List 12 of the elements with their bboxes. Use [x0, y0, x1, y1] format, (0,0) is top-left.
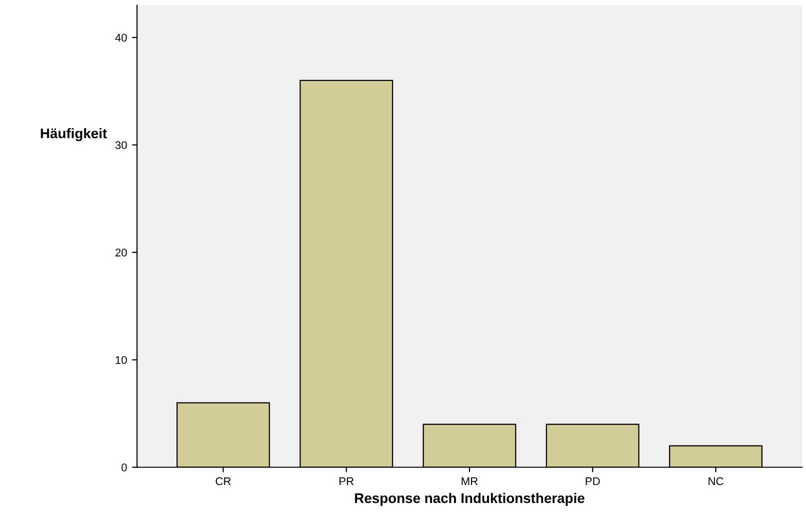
y-tick-label: 40	[115, 34, 127, 42]
x-tick-label: CR	[216, 477, 231, 486]
y-tick-label: 30	[115, 141, 127, 150]
y-tick-label: 20	[116, 248, 127, 256]
y-axis-title: Häufigkeit	[40, 128, 107, 142]
x-axis-title: Response nach Induktionstherapie	[355, 492, 584, 506]
x-tick-label: MR	[462, 477, 478, 486]
x-tick-label: NC	[708, 477, 724, 486]
y-tick-label: 0	[122, 464, 127, 472]
x-tick-label: PR	[340, 477, 354, 486]
y-tick-label: 10	[116, 356, 127, 364]
x-tick-label: PD	[586, 477, 600, 486]
